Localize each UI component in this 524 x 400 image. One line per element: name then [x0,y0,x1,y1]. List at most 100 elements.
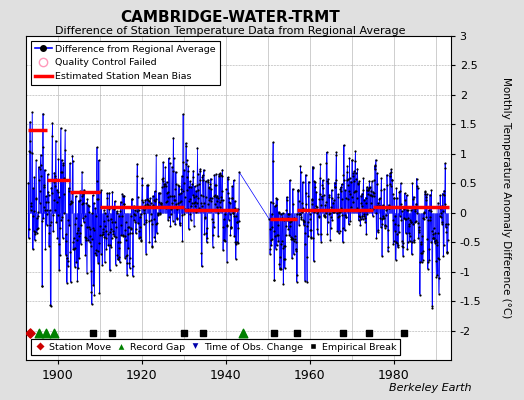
Point [119,192,127,199]
Point [81,213,89,220]
Point [396,212,404,219]
Point [49,212,57,218]
Point [313,226,321,232]
Point [171,168,180,175]
Point [41,246,50,252]
Point [32,196,40,202]
Point [36,151,45,158]
Point [354,181,363,188]
Point [46,222,54,228]
Point [51,207,59,214]
Point [133,161,141,167]
Point [305,216,314,222]
Point [95,290,104,296]
Point [316,230,325,237]
Point [313,231,322,237]
Point [359,187,367,194]
Point [203,234,212,241]
Point [216,172,225,178]
Point [425,257,433,263]
Point [432,258,440,264]
Point [376,224,385,230]
Point [325,211,333,217]
Point [371,162,379,168]
Point [312,203,320,209]
Point [410,239,418,245]
Point [116,208,125,214]
Point [433,271,442,278]
Point [233,218,242,225]
Point [172,180,180,187]
Point [150,233,158,240]
Point [44,188,52,195]
Point [360,213,368,219]
Point [102,228,110,234]
Point [427,187,435,193]
Point [153,220,161,226]
Point [135,207,143,214]
Point [270,330,278,337]
Point [59,160,68,166]
Point [33,215,41,221]
Point [165,214,173,220]
Point [269,200,278,206]
Point [31,195,40,202]
Point [226,232,235,238]
Point [408,239,416,246]
Point [220,236,228,243]
Point [88,236,96,243]
Point [266,250,274,257]
Point [311,206,319,212]
Point [161,164,169,170]
Point [108,330,116,337]
Point [50,179,58,186]
Point [337,181,346,187]
Point [291,236,299,242]
Point [78,201,86,208]
Point [145,197,153,204]
Point [407,206,415,213]
Point [140,204,149,211]
Point [68,190,77,196]
Point [337,188,345,194]
Point [186,178,194,185]
Point [160,181,168,188]
Point [173,215,182,222]
Point [377,175,386,182]
Point [111,219,119,225]
Point [208,216,216,222]
Point [347,178,355,185]
Point [351,158,359,164]
Point [325,192,334,198]
Point [288,236,296,242]
Point [143,201,151,207]
Point [29,185,37,192]
Point [301,278,309,284]
Point [132,218,140,225]
Point [183,186,191,193]
Point [399,253,407,259]
Point [293,187,302,194]
Point [291,239,300,246]
Point [309,235,318,241]
Point [372,210,380,216]
Point [103,194,112,201]
Point [41,207,49,214]
Point [54,189,62,195]
Point [352,188,361,194]
Point [343,177,351,183]
Point [414,235,423,241]
Point [127,213,135,219]
Point [160,204,169,210]
Point [341,212,349,218]
Point [401,215,410,222]
Point [187,184,195,190]
Point [134,203,143,210]
Point [196,200,205,206]
Point [400,190,409,196]
Point [43,198,52,205]
Point [54,156,62,162]
Point [410,237,418,243]
Point [168,192,177,199]
Point [414,220,422,226]
